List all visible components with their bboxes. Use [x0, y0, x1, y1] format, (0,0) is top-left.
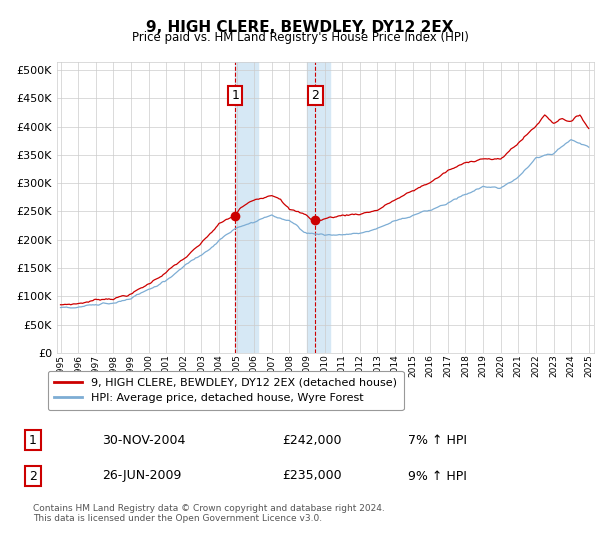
Text: 1: 1	[29, 433, 37, 447]
Text: 9% ↑ HPI: 9% ↑ HPI	[408, 469, 467, 483]
Text: Contains HM Land Registry data © Crown copyright and database right 2024.
This d: Contains HM Land Registry data © Crown c…	[33, 503, 385, 523]
Text: 7% ↑ HPI: 7% ↑ HPI	[408, 433, 467, 447]
Text: 30-NOV-2004: 30-NOV-2004	[102, 433, 185, 447]
Bar	[235, 62, 258, 353]
Text: £242,000: £242,000	[282, 433, 341, 447]
Text: 9, HIGH CLERE, BEWDLEY, DY12 2EX: 9, HIGH CLERE, BEWDLEY, DY12 2EX	[146, 20, 454, 35]
Text: £235,000: £235,000	[282, 469, 341, 483]
Text: 26-JUN-2009: 26-JUN-2009	[102, 469, 181, 483]
Text: Price paid vs. HM Land Registry's House Price Index (HPI): Price paid vs. HM Land Registry's House …	[131, 31, 469, 44]
Text: 2: 2	[29, 469, 37, 483]
Text: 1: 1	[231, 89, 239, 102]
Bar	[307, 62, 330, 353]
Text: 2: 2	[311, 89, 319, 102]
Legend: 9, HIGH CLERE, BEWDLEY, DY12 2EX (detached house), HPI: Average price, detached : 9, HIGH CLERE, BEWDLEY, DY12 2EX (detach…	[47, 371, 404, 410]
